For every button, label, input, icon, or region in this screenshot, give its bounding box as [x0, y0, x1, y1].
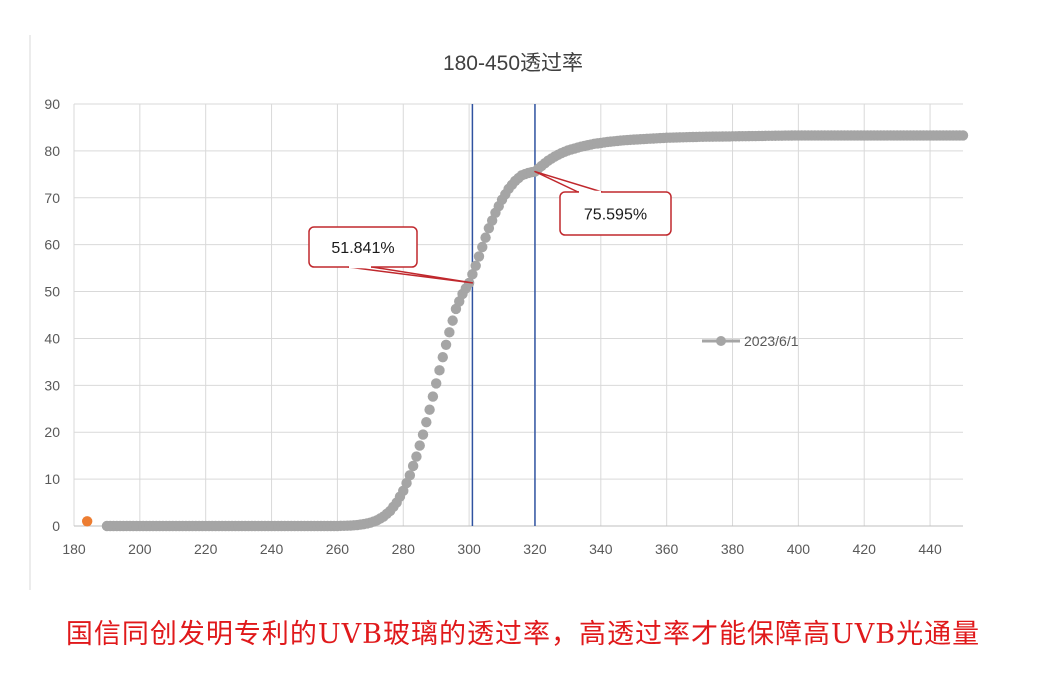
x-tick-label: 280	[392, 541, 416, 557]
reference-lines	[471, 104, 536, 526]
y-tick-label: 50	[44, 284, 60, 300]
axes: 180 200 220 240 260 280 300 320 340 360 380 400 420 4…	[44, 96, 963, 557]
data-point	[437, 352, 448, 363]
data-point	[404, 470, 416, 481]
data-point	[427, 391, 439, 402]
callout-pointer	[534, 170, 603, 193]
y-tick-label: 0	[52, 518, 60, 534]
legend-label: 2023/6/1	[744, 333, 799, 349]
x-tick-label: 380	[721, 541, 745, 557]
data-point	[430, 378, 442, 389]
grid-lines	[73, 103, 963, 527]
x-tick-label: 220	[194, 541, 218, 557]
data-point	[467, 269, 478, 280]
data-point	[440, 339, 452, 350]
caption: 国信同创发明专利的UVB玻璃的透过率，高透过率才能保障高UVB光通量	[65, 619, 981, 650]
data-point	[447, 315, 458, 326]
transmittance-chart: 180-450透过率 180 200 220 240 260 280 300 320 340 36…	[29, 35, 969, 590]
y-tick-label: 30	[44, 377, 60, 393]
chart-title: 180-450透过率	[443, 52, 583, 75]
callout-box	[559, 191, 672, 236]
callout-label: 51.841%	[331, 240, 394, 257]
x-tick-label: 420	[853, 541, 877, 557]
legend-marker	[716, 336, 726, 346]
y-tick-label: 80	[44, 143, 60, 159]
data-point	[424, 404, 435, 415]
data-point	[414, 440, 425, 451]
y-tick-label: 20	[44, 424, 60, 440]
data-point	[470, 260, 481, 271]
x-tick-label: 240	[260, 541, 284, 557]
x-tick-label: 200	[128, 541, 152, 557]
x-tick-label: 180	[62, 541, 86, 557]
x-tick-label: 320	[523, 541, 547, 557]
data-point	[957, 130, 969, 141]
data-point	[434, 365, 445, 376]
series-layer	[81, 130, 969, 532]
data-point	[407, 460, 419, 472]
y-tick-label: 10	[44, 471, 60, 487]
data-point	[473, 251, 485, 262]
callout-pointer	[347, 266, 474, 284]
y-tick-label: 90	[44, 96, 60, 112]
annotations: 51.841% 75.595%	[308, 170, 672, 284]
x-tick-label: 300	[457, 541, 481, 557]
y-tick-label: 70	[44, 190, 60, 206]
data-point	[477, 241, 488, 253]
x-tick-label: 260	[326, 541, 350, 557]
data-point-orange	[81, 516, 93, 527]
callout-label: 75.595%	[584, 207, 647, 224]
data-point	[480, 232, 491, 243]
x-tick-label: 340	[589, 541, 613, 557]
data-point	[417, 429, 429, 440]
x-tick-label: 400	[787, 541, 811, 557]
data-point	[421, 416, 432, 428]
legend: 2023/6/1	[702, 333, 799, 349]
y-tick-label: 60	[44, 237, 60, 253]
data-point	[411, 451, 422, 462]
data-point	[444, 327, 455, 338]
x-tick-label: 360	[655, 541, 679, 557]
y-tick-label: 40	[44, 330, 60, 346]
x-tick-label: 440	[918, 541, 942, 557]
